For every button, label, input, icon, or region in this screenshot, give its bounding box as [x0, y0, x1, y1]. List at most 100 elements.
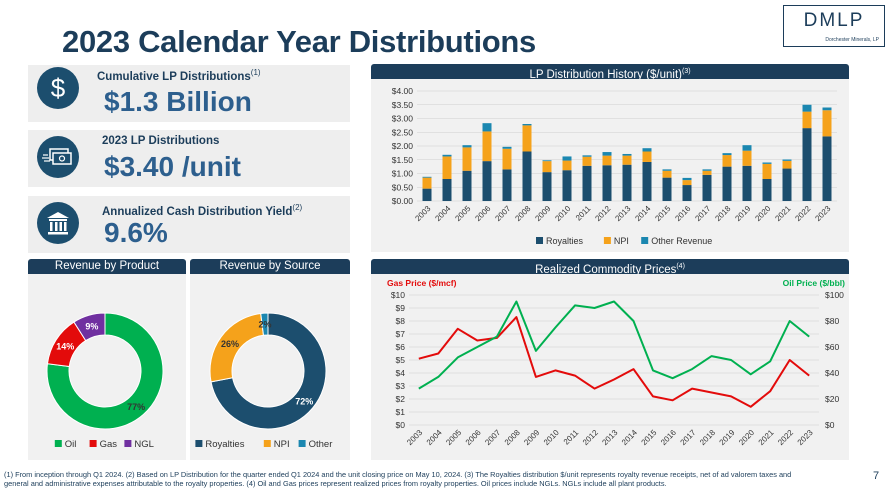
left-tick-label: $4 [396, 368, 406, 378]
right-tick-label: $20 [825, 394, 839, 404]
y-tick-label: $3.00 [392, 114, 414, 124]
bar-other-revenue [642, 148, 652, 152]
x-tick-label: 2014 [620, 428, 639, 447]
revenue-product-header: Revenue by Product [28, 259, 186, 274]
legend-swatch [124, 440, 132, 447]
legend-label: Royalties [205, 439, 244, 450]
bar-royalties [702, 174, 712, 201]
bar-other-revenue [802, 104, 812, 112]
left-tick-label: $0 [396, 420, 406, 430]
cash-icon [37, 136, 79, 178]
legend-label: NGL [134, 439, 154, 450]
bar-other-revenue [622, 153, 632, 156]
x-tick-label: 2020 [753, 204, 772, 223]
bar-npi [822, 110, 832, 137]
x-tick-label: 2011 [574, 204, 593, 223]
donut-legend: Royalties NPI Other [195, 439, 332, 450]
x-tick-label: 2008 [503, 428, 522, 447]
logo-subtext: Dorchester Minerals, LP [825, 37, 879, 43]
bar-npi [782, 160, 792, 169]
x-tick-label: 2015 [640, 428, 659, 447]
kpi-label-yield: Annualized Cash Distribution Yield(2) [102, 203, 303, 218]
x-tick-label: 2004 [433, 204, 452, 223]
x-tick-label: 2021 [757, 428, 776, 447]
bar-npi [682, 180, 692, 186]
series-line-gas-price [418, 316, 810, 408]
bar-other-revenue [462, 145, 472, 148]
bar-npi [662, 170, 672, 178]
commodity-prices-line-chart: Gas Price ($/mcf) Oil Price ($/bbl) $0 $1 $2… [387, 278, 846, 471]
x-tick-label: 2017 [679, 428, 698, 447]
legend-swatch [641, 237, 649, 244]
bar-legend: Royalties NPI Other Revenue [536, 236, 712, 246]
legend-label: Royalties [546, 236, 584, 246]
x-tick-label: 2008 [513, 204, 532, 223]
bar-royalties [602, 165, 612, 201]
commodity-prices-header: Realized Commodity Prices(4) [371, 259, 849, 276]
legend-label: NPI [274, 439, 290, 450]
bar-royalties [822, 136, 832, 201]
bar-npi [482, 131, 492, 162]
legend-swatch [89, 440, 97, 447]
x-tick-label: 2018 [713, 204, 732, 223]
left-tick-label: $5 [396, 355, 406, 365]
x-tick-label: 2004 [425, 428, 444, 447]
y-tick-label: $1.00 [392, 169, 414, 179]
x-tick-label: 2010 [542, 428, 561, 447]
bar-npi [762, 163, 772, 179]
donut-data-label: 14% [56, 341, 74, 351]
legend-label: Other [309, 439, 333, 450]
revenue-by-product-donut: 77% 14% 9% Oil Gas NGL [46, 312, 164, 450]
lp-distribution-bar-chart: $0.00 $0.50 $1.00 $1.50 $2.00 $2.50 $3.00 $3.50… [392, 86, 837, 246]
bar-royalties [502, 169, 512, 201]
donut-slice-ngl [73, 312, 106, 342]
bar-npi [502, 148, 512, 170]
kpi-card-cumulative [28, 65, 350, 122]
revenue-source-header: Revenue by Source [190, 259, 350, 274]
left-tick-label: $10 [391, 290, 405, 300]
bar-royalties [662, 177, 672, 201]
bar-other-revenue [442, 154, 452, 157]
series-line-oil-price [418, 300, 810, 390]
donut-slice-other [260, 312, 269, 336]
svg-text:$: $ [51, 73, 66, 103]
bar-other-revenue [822, 107, 832, 111]
bar-npi [602, 155, 612, 166]
commodity-prices-panel: Gas Price ($/mcf) Oil Price ($/bbl) $0 $1 $2… [371, 274, 849, 471]
legend-label: Other Revenue [651, 236, 712, 246]
x-tick-label: 2005 [453, 204, 472, 223]
page-title: 2023 Calendar Year Distributions [62, 24, 536, 59]
x-tick-label: 2019 [718, 428, 737, 447]
right-tick-label: $40 [825, 368, 839, 378]
kpi-label-cumulative: Cumulative LP Distributions(1) [97, 68, 261, 83]
bar-royalties [462, 170, 472, 201]
right-axis-title: Oil Price ($/bbl) [783, 278, 846, 288]
bar-royalties [622, 164, 632, 201]
bar-other-revenue [742, 145, 752, 151]
kpi-value-yield: 9.6% [104, 217, 168, 248]
kpi-value-2023-distributions: $3.40 /unit [104, 151, 241, 182]
x-tick-label: 2003 [405, 428, 424, 447]
bar-other-revenue [502, 146, 512, 149]
donut-data-label: 2% [259, 320, 272, 330]
dollar-icon: $ [37, 67, 79, 109]
legend-swatch [195, 440, 203, 447]
legend-label: Gas [100, 439, 118, 450]
bar-npi [802, 111, 812, 129]
x-tick-label: 2009 [533, 204, 552, 223]
x-tick-label: 2015 [653, 204, 672, 223]
kpi-card-2023-distributions [28, 130, 350, 187]
x-tick-label: 2014 [633, 204, 652, 223]
logo-text: DMLP [803, 10, 865, 31]
donut-slice-oil [46, 312, 164, 430]
y-tick-label: $3.50 [392, 100, 414, 110]
legend-swatch [263, 440, 271, 447]
bar-npi [582, 156, 592, 166]
left-tick-label: $2 [396, 394, 406, 404]
y-tick-label: $2.00 [392, 141, 414, 151]
bar-npi [462, 147, 472, 171]
right-tick-label: $60 [825, 342, 839, 352]
bar-royalties [442, 179, 452, 201]
bar-npi [522, 125, 532, 152]
bar-royalties [742, 165, 752, 201]
